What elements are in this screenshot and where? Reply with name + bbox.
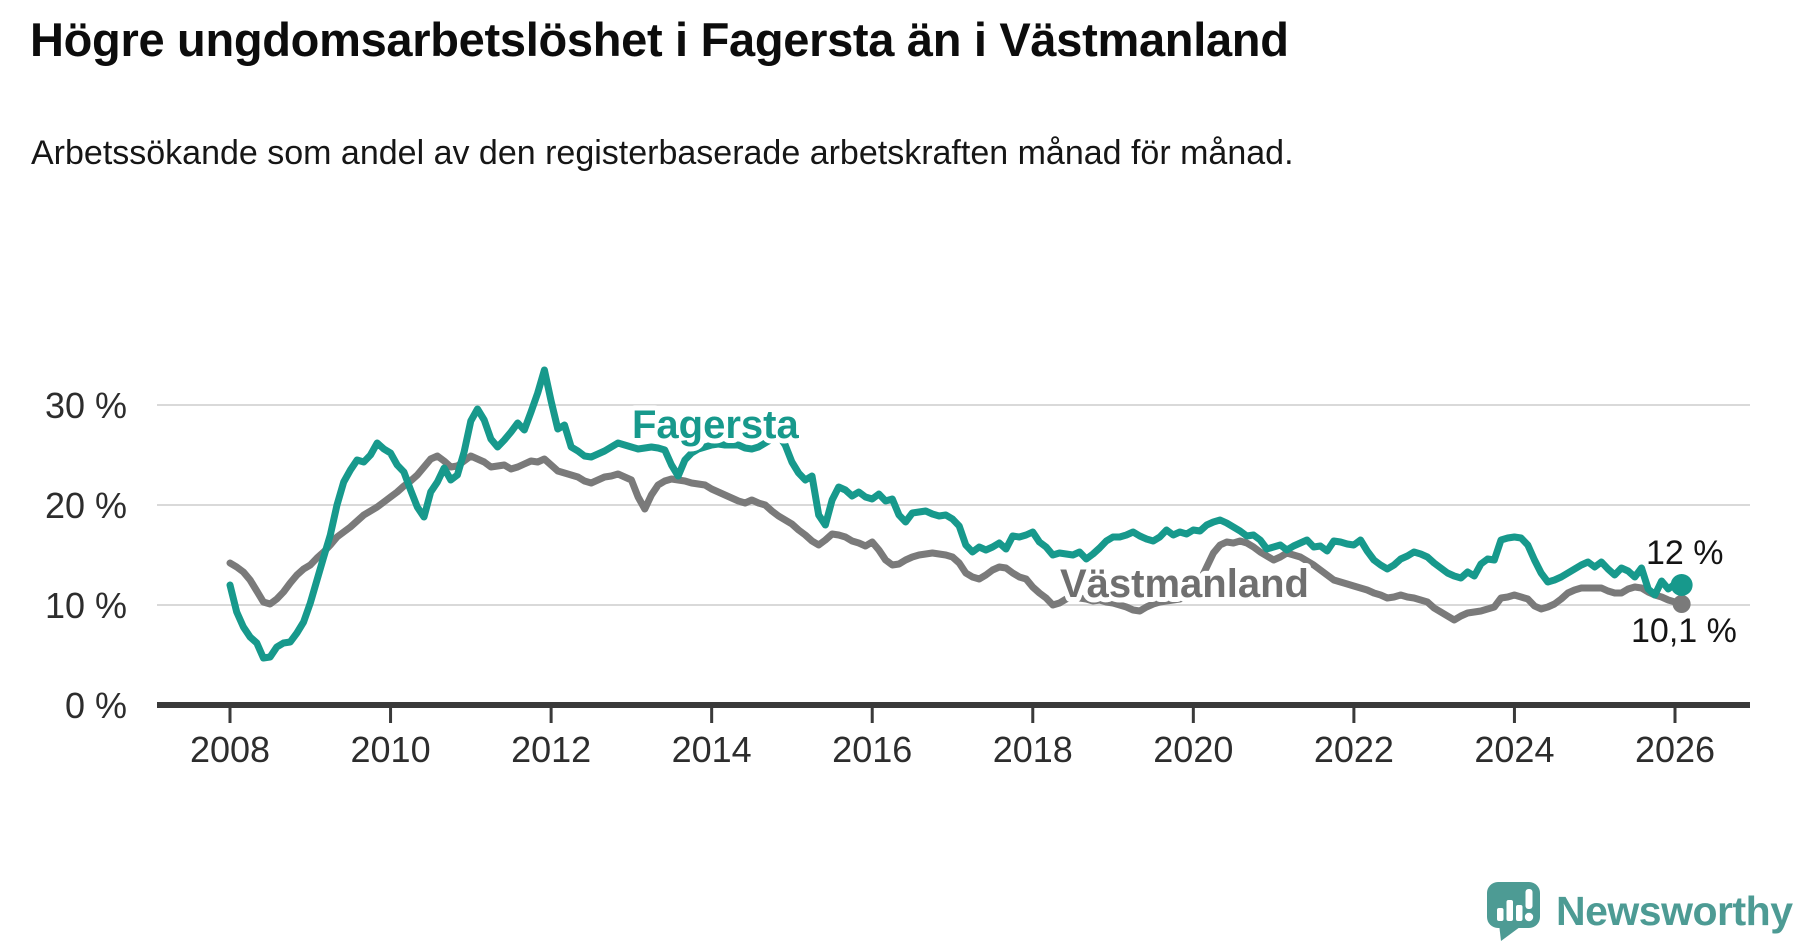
x-tick-label: 2022 [1314,729,1394,770]
x-tick-label: 2012 [511,729,591,770]
newsworthy-branding: Newsworthy [1486,880,1793,943]
end-dot-västmanland [1672,595,1691,613]
y-tick-label: 20 % [45,485,127,526]
x-tick-label: 2018 [993,729,1073,770]
newsworthy-logo-text: Newsworthy [1556,888,1793,934]
series-label-fagersta: Fagersta [632,403,799,447]
x-tick-label: 2024 [1474,729,1554,770]
newsworthy-logo-icon [1487,882,1540,941]
y-tick-label: 0 % [65,685,127,726]
series-label-vastmanland: Västmanland [1060,562,1309,606]
x-tick-label: 2014 [672,729,752,770]
x-tick-label: 2008 [190,729,270,770]
x-tick-label: 2016 [832,729,912,770]
chart-subtitle: Arbetssökande som andel av den registerb… [31,134,1294,172]
series-line-fagersta [226,366,1686,662]
x-tick-label: 2010 [351,729,431,770]
x-tick-label: 2026 [1635,729,1715,770]
end-value-label-fagersta: 12 % [1646,534,1724,572]
end-value-label-vastmanland: 10,1 % [1631,612,1737,650]
end-dot-fagersta [1670,574,1693,596]
x-tick-label: 2020 [1153,729,1233,770]
y-tick-label: 30 % [45,385,127,426]
plot-area: 2008 2010 2012 2014 2016 2018 2020 2022 2024 2026… [45,366,1750,770]
chart-title: Högre ungdomsarbetslöshet i Fagersta än … [30,13,1289,66]
y-tick-label: 10 % [45,585,127,626]
series-line-västmanland [226,452,1686,624]
